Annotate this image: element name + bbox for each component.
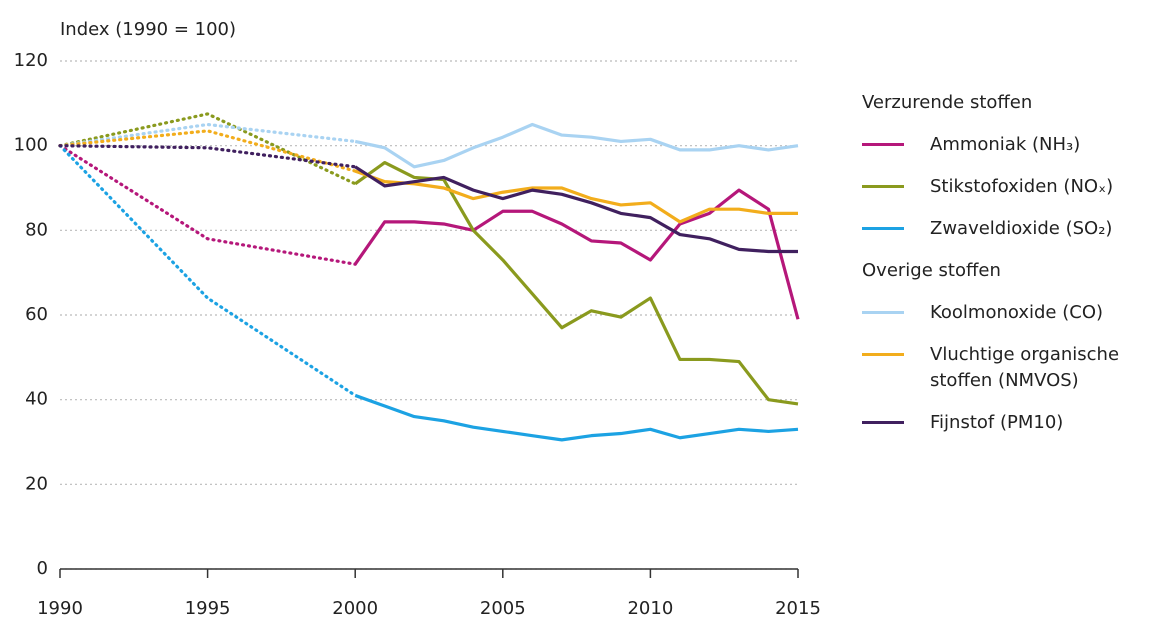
legend-swatch [862,185,904,188]
series-line [354,122,799,169]
legend-group-title: Overige stoffen [862,260,1001,281]
series-line [354,169,798,224]
series-line [58,144,357,398]
y-axis-label: Index (1990 = 100) [60,19,236,40]
y-tick-label: 120 [14,50,48,71]
legend-swatch [862,421,904,424]
series-line [58,122,357,148]
y-tick-label: 20 [25,473,48,494]
legend-label: Koolmonoxide (CO) [930,302,1104,323]
y-tick-label: 80 [25,219,48,240]
legend-label: Fijnstof (PM10) [930,412,1064,433]
y-tick-label: 100 [14,135,48,156]
series-line [58,144,357,169]
legend-label: Vluchtige organische stoffen (NMVOS) [930,344,1120,391]
legend-swatch [862,143,904,146]
legend-swatch [862,353,904,356]
y-tick-label: 40 [25,389,48,410]
legend-group-title: Verzurende stoffen [862,92,1033,113]
series-line [58,144,357,266]
legend-label: Stikstofoxiden (NOₓ) [930,176,1114,197]
x-tick-label: 2005 [480,598,526,619]
legend-swatch [862,227,904,230]
legend-swatch [862,311,904,314]
legend-label: Zwaveldioxide (SO₂) [930,218,1113,239]
series-line [58,129,357,173]
y-tick-label: 60 [25,304,48,325]
x-tick-label: 2000 [332,598,378,619]
x-tick-label: 1990 [37,598,83,619]
x-tick-label: 2015 [775,598,821,619]
series-line [354,165,798,254]
x-tick-label: 2010 [627,598,673,619]
legend-label: Ammoniak (NH₃) [930,134,1081,155]
x-tick-label: 1995 [185,598,231,619]
y-tick-label: 0 [37,558,48,579]
series-line [354,393,799,442]
series-line [353,188,800,320]
